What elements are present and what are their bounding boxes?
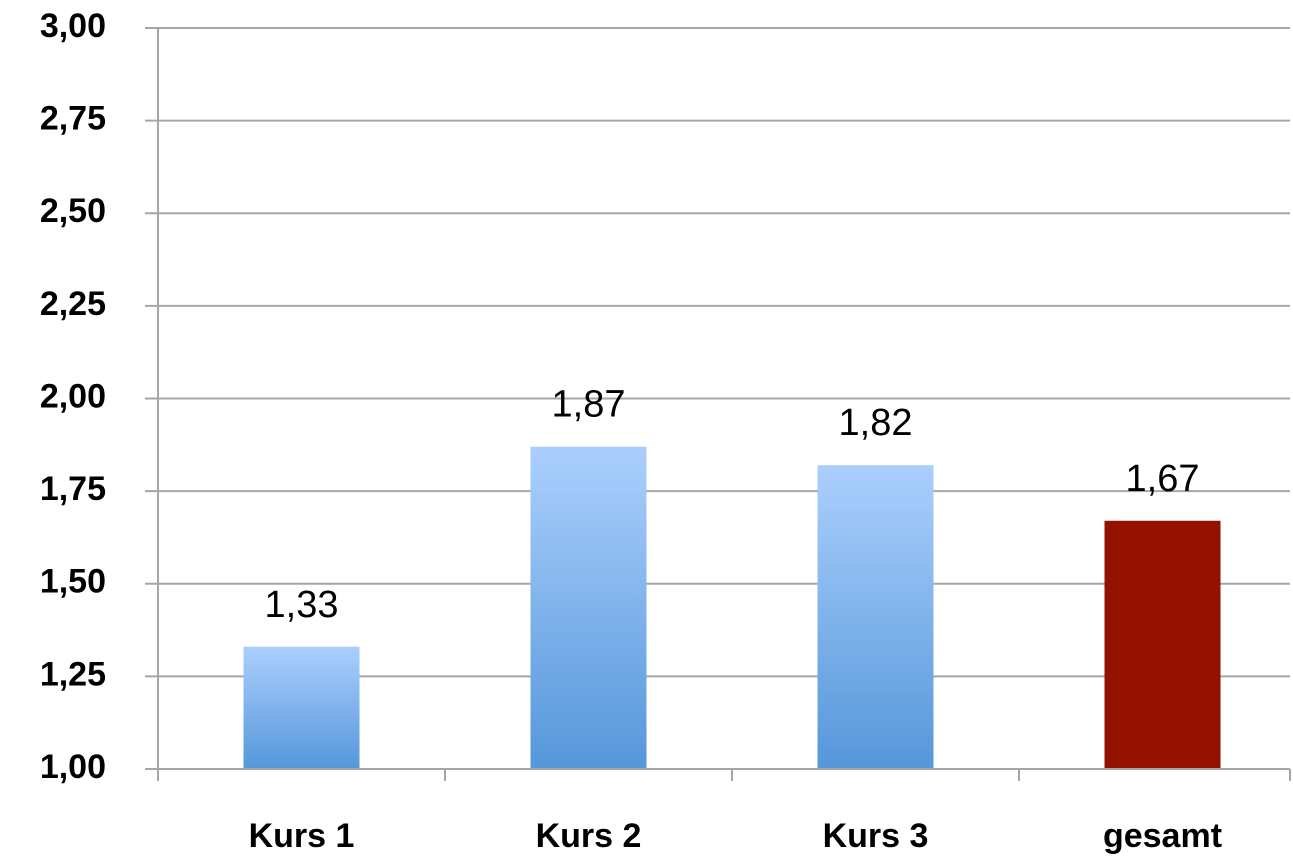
value-label: 1,87	[552, 384, 626, 426]
x-tick-label: Kurs 3	[823, 817, 929, 855]
y-tick-label: 2,75	[40, 100, 106, 138]
bar	[243, 646, 360, 769]
y-tick-label: 2,25	[40, 285, 106, 323]
bar	[817, 465, 934, 769]
bar	[1104, 520, 1221, 769]
y-tick-label: 1,75	[40, 470, 106, 508]
value-label: 1,82	[839, 402, 913, 444]
x-tick-label: Kurs 2	[536, 817, 642, 855]
y-tick-label: 2,00	[40, 377, 106, 415]
y-tick-label: 1,25	[40, 655, 106, 693]
value-label: 1,67	[1126, 458, 1200, 500]
x-tick-label: gesamt	[1103, 817, 1222, 855]
y-tick-label: 1,50	[40, 563, 106, 601]
y-tick-label: 1,00	[40, 748, 106, 786]
y-tick-label: 2,50	[40, 192, 106, 230]
y-tick-label: 3,00	[40, 7, 106, 45]
x-tick-label: Kurs 1	[249, 817, 355, 855]
bar	[530, 446, 647, 769]
value-label: 1,33	[265, 584, 339, 626]
